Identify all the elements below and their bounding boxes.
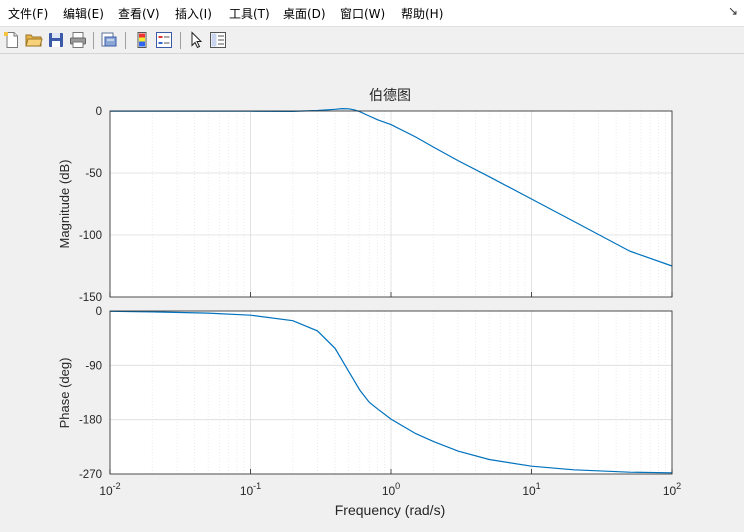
print-preview-icon[interactable] (100, 31, 118, 49)
y-tick-label: -270 (79, 469, 102, 481)
y-tick-label: 0 (96, 106, 102, 118)
legend-icon[interactable] (155, 31, 173, 49)
dock-arrow-icon[interactable]: ↘ (727, 4, 738, 18)
menu-view[interactable]: 查看(V) (118, 7, 160, 21)
print-icon[interactable] (69, 31, 87, 49)
magnitude-ylabel: Magnitude (dB) (57, 160, 72, 249)
property-inspector-icon[interactable] (209, 31, 227, 49)
magnitude-axes: 0 -50 -100 -150 (79, 106, 673, 304)
chart-title: 伯德图 (369, 87, 411, 103)
toolbar (0, 27, 744, 54)
menu-file[interactable]: 文件(F) (8, 7, 49, 21)
menu-help[interactable]: 帮助(H) (401, 7, 444, 21)
y-tick-label: -50 (85, 168, 102, 180)
x-tick-label: 101 (522, 481, 540, 498)
menu-edit[interactable]: 编辑(E) (63, 7, 104, 21)
menu-window[interactable]: 窗口(W) (340, 7, 386, 21)
colorbar-icon[interactable] (133, 31, 151, 49)
y-tick-label: -100 (79, 230, 102, 242)
x-tick-label: 10-1 (240, 481, 261, 498)
y-tick-label: -90 (85, 360, 102, 372)
y-tick-label: 0 (96, 306, 102, 318)
y-tick-label: -150 (79, 292, 102, 304)
phase-series-line (109, 310, 673, 474)
y-tick-label: -180 (79, 415, 102, 427)
x-tick-label: 10-2 (99, 481, 120, 498)
menu-insert[interactable]: 插入(I) (175, 7, 212, 21)
toolbar-separator (180, 32, 181, 49)
figure-canvas: 伯德图 0 -50 -100 -150 0 -90 -180 -270 10-2 10-1 100… (0, 54, 744, 528)
menu-desktop[interactable]: 桌面(D) (283, 7, 326, 21)
x-tick-label: 102 (663, 481, 681, 498)
x-tick-label: 100 (382, 481, 400, 498)
open-folder-icon[interactable] (25, 31, 43, 49)
phase-ylabel: Phase (deg) (57, 358, 72, 429)
save-icon[interactable] (47, 31, 65, 49)
pointer-icon[interactable] (187, 31, 205, 49)
menu-bar: 文件(F) 编辑(E) 查看(V) 插入(I) 工具(T) 桌面(D) 窗口(W… (0, 0, 744, 27)
toolbar-separator (93, 32, 94, 49)
new-file-icon[interactable] (3, 31, 21, 49)
frequency-xlabel: Frequency (rad/s) (335, 502, 445, 518)
toolbar-separator (125, 32, 126, 49)
menu-tools[interactable]: 工具(T) (229, 7, 270, 21)
